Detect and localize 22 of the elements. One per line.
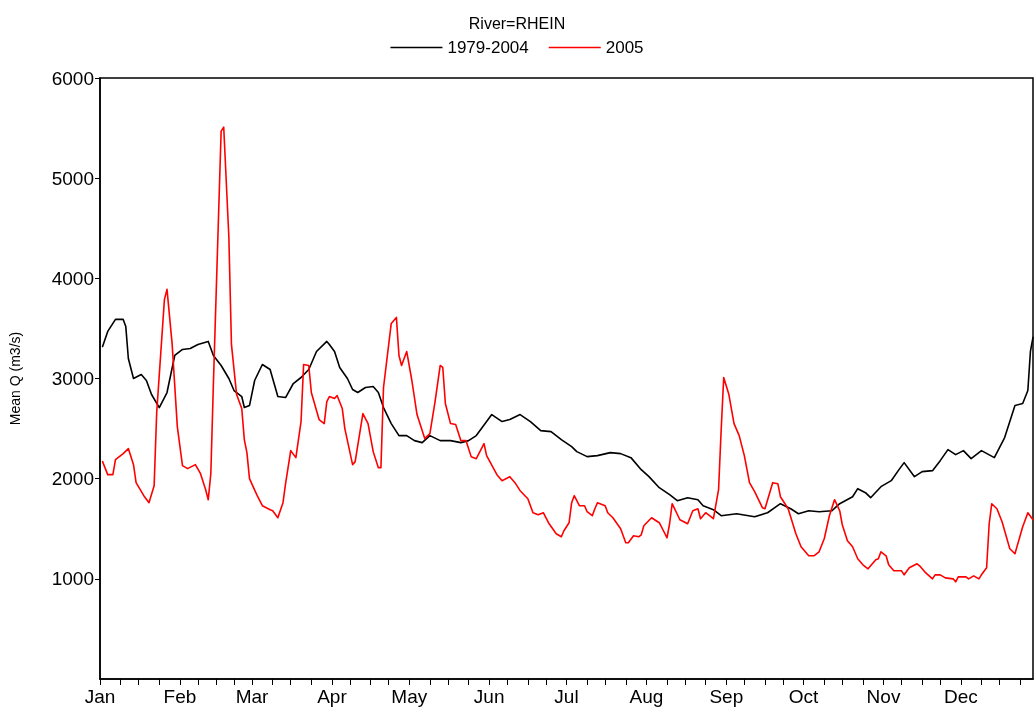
- y-tick-label: 5000: [51, 167, 94, 189]
- y-tick-label: 3000: [51, 368, 94, 389]
- x-tick-label: Jun: [473, 686, 505, 707]
- y-tick-label: 2000: [51, 468, 94, 490]
- legend-title: River=RHEIN: [468, 14, 566, 32]
- x-tick-label: Jan: [84, 686, 116, 707]
- x-tick-label: Apr: [317, 686, 348, 707]
- y-tick-label: 4000: [51, 267, 94, 289]
- y-tick-label: 6000: [51, 67, 94, 89]
- x-tick-label: Feb: [163, 686, 197, 707]
- x-tick-label: Dec: [943, 686, 978, 707]
- x-tick-label: Mar: [235, 686, 270, 707]
- legend-label: 1979-2004: [447, 38, 529, 57]
- x-tick-label: Sep: [709, 686, 744, 707]
- x-tick-label: Oct: [788, 686, 820, 707]
- x-tick-label: May: [391, 686, 428, 707]
- y-axis-title: Mean Q (m3/s): [7, 331, 23, 426]
- x-tick-label: Nov: [866, 686, 901, 707]
- legend-label: 2005: [605, 38, 644, 57]
- x-tick-label: Aug: [629, 686, 664, 707]
- y-tick-label: 1000: [51, 568, 94, 590]
- x-tick-label: Jul: [554, 686, 579, 707]
